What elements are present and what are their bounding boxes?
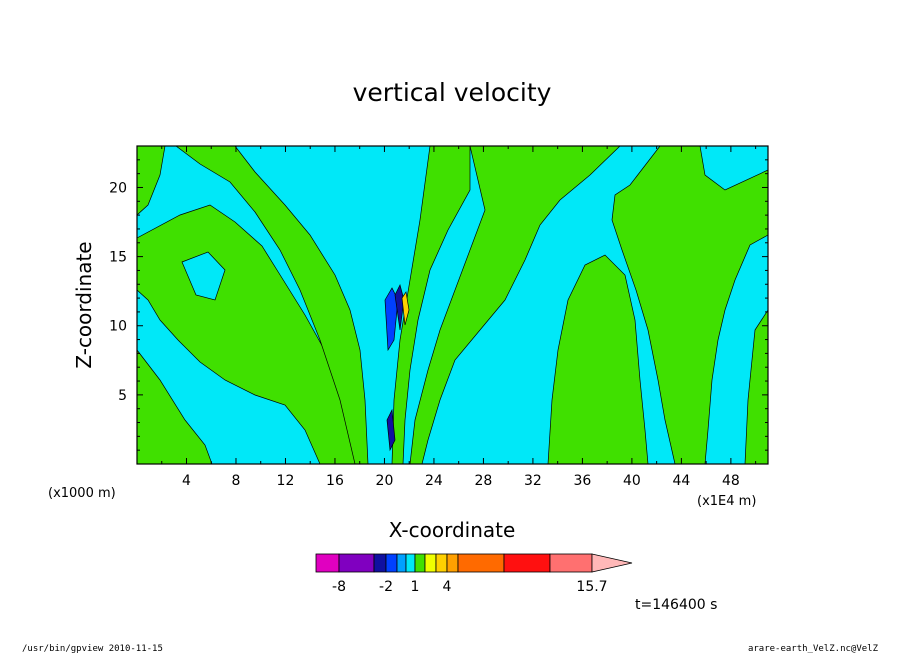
- x-tick-label: 4: [182, 473, 191, 489]
- plot-frame: [136, 145, 769, 465]
- y-tick-label: 10: [109, 319, 127, 335]
- x-tick-label: 12: [277, 473, 295, 489]
- x-tick-label: 28: [475, 473, 493, 489]
- cyan-hole: [181, 251, 226, 301]
- footer-left: /usr/bin/gpview 2010-11-15: [22, 644, 163, 654]
- colorbar-tick-label: -2: [379, 579, 393, 595]
- x-tick-label: 8: [232, 473, 241, 489]
- y-unit-label: (x1000 m): [48, 486, 116, 501]
- time-annotation: t=146400 s: [635, 597, 717, 613]
- positive-region: [611, 146, 768, 464]
- x-tick-label: 24: [425, 473, 443, 489]
- colorbar-segment: [424, 553, 437, 573]
- positive-region: [409, 146, 621, 464]
- colorbar-segment: [338, 553, 375, 573]
- x-tick-label: 44: [672, 473, 690, 489]
- positive-region: [137, 146, 166, 216]
- colorbar: [315, 553, 633, 573]
- colorbar-segment: [405, 553, 416, 573]
- colorbar-tick-label: -8: [332, 579, 346, 595]
- x-tick-label: 20: [376, 473, 394, 489]
- y-ticks: 5 10 15 20: [109, 159, 768, 451]
- x-ticks: 4 8 12 16 20 24 28 32 36 40 44 48: [161, 146, 757, 489]
- x-tick-label: 36: [573, 473, 591, 489]
- positive-region: [137, 349, 213, 464]
- positive-region: [547, 254, 649, 464]
- colorbar-tick-label: 15.7: [576, 579, 607, 595]
- core-dark: [386, 408, 396, 452]
- y-tick-label: 15: [109, 250, 127, 266]
- colorbar-segment: [385, 553, 398, 573]
- colorbar-ticks: -8 -2 1 4 15.7: [332, 579, 608, 595]
- footer-right: arare-earth_VelZ.nc@VelZ: [748, 644, 879, 654]
- colorbar-tick-label: 1: [411, 579, 420, 595]
- x-tick-label: 16: [326, 473, 344, 489]
- colorbar-segment: [414, 553, 426, 573]
- core-dark: [384, 287, 399, 352]
- colorbar-segment: [396, 553, 407, 573]
- colorbar-segment: [549, 553, 593, 573]
- x-axis-label: X-coordinate: [389, 518, 516, 542]
- positive-region: [744, 309, 768, 464]
- core-warm: [401, 291, 410, 326]
- y-tick-label: 20: [109, 180, 127, 196]
- positive-region: [175, 146, 369, 464]
- colorbar-segment: [315, 553, 340, 573]
- contour-fields: [137, 146, 768, 464]
- colorbar-segment: [446, 553, 459, 573]
- colorbar-segment: [435, 553, 448, 573]
- colorbar-arrow: [591, 553, 633, 573]
- x-unit-label: (x1E4 m): [697, 494, 756, 509]
- colorbar-segment: [503, 553, 551, 573]
- x-tick-label: 48: [722, 473, 740, 489]
- y-tick-label: 5: [118, 388, 127, 404]
- colorbar-tick-label: 4: [443, 579, 452, 595]
- colorbar-segment: [373, 553, 387, 573]
- y-axis-label: Z-coordinate: [72, 241, 96, 368]
- colorbar-segment: [457, 553, 505, 573]
- x-tick-label: 32: [524, 473, 542, 489]
- x-tick-label: 40: [623, 473, 641, 489]
- chart-title: vertical velocity: [353, 78, 552, 107]
